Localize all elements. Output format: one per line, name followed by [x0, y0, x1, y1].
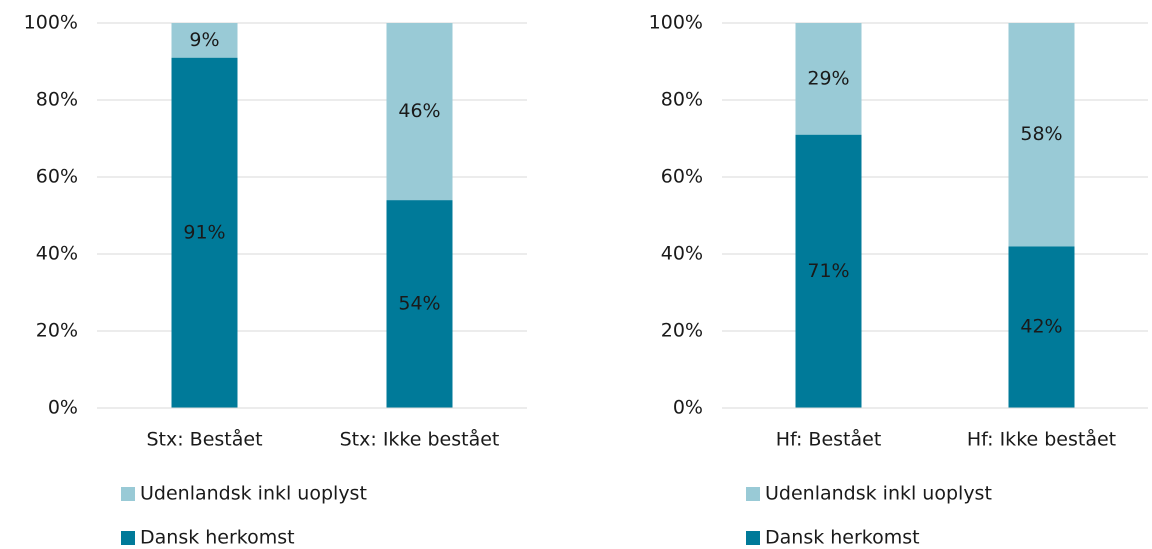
x-tick-label: Hf: Ikke bestået: [967, 428, 1116, 451]
bar-segment: [171, 23, 238, 58]
bar-segment: [386, 23, 453, 201]
legend-swatch: [746, 531, 760, 545]
y-tick-label: 0%: [673, 397, 703, 419]
y-tick-label: 60%: [661, 166, 703, 188]
bar-segment: [795, 23, 862, 135]
x-tick-label: Stx: Ikke bestået: [340, 428, 500, 451]
y-tick-label: 20%: [661, 320, 703, 342]
legend-label: Udenlandsk inkl uoplyst: [765, 483, 992, 505]
legend-swatch: [121, 487, 135, 501]
data-label: 54%: [398, 293, 440, 315]
legend-swatch: [121, 531, 135, 545]
legend-label: Dansk herkomst: [140, 527, 295, 549]
y-tick-label: 0%: [48, 397, 78, 419]
legend-swatch: [746, 487, 760, 501]
y-tick-label: 40%: [661, 243, 703, 265]
data-label: 29%: [807, 67, 849, 89]
bar-segment: [1008, 23, 1075, 247]
y-tick-label: 100%: [24, 12, 78, 34]
legend-label: Dansk herkomst: [765, 527, 920, 549]
bar-segment: [795, 134, 862, 408]
bar-segment: [171, 57, 238, 409]
data-label: 71%: [807, 260, 849, 282]
data-label: 46%: [398, 100, 440, 122]
data-label: 58%: [1020, 123, 1062, 145]
data-label: 42%: [1020, 316, 1062, 338]
bar-segment: [386, 200, 453, 408]
bar-segment: [1008, 246, 1075, 408]
y-tick-label: 20%: [36, 320, 78, 342]
y-tick-label: 60%: [36, 166, 78, 188]
y-tick-label: 100%: [649, 12, 703, 34]
y-tick-label: 80%: [661, 89, 703, 111]
y-tick-label: 80%: [36, 89, 78, 111]
data-label: 9%: [189, 29, 219, 51]
x-tick-label: Hf: Bestået: [776, 428, 882, 451]
data-label: 91%: [183, 221, 225, 243]
x-tick-label: Stx: Bestået: [146, 428, 262, 451]
legend-label: Udenlandsk inkl uoplyst: [140, 483, 367, 505]
y-tick-label: 40%: [36, 243, 78, 265]
